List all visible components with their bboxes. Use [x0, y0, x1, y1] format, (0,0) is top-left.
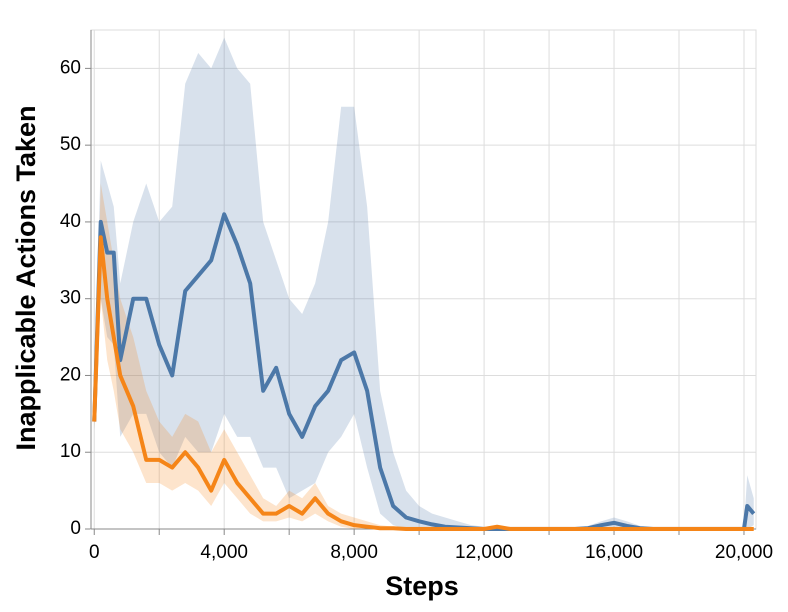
x-tick-label: 20,000 — [715, 542, 773, 563]
series-line — [92, 235, 754, 531]
y-tick-label: 50 — [60, 134, 81, 155]
y-tick-label: 60 — [60, 57, 81, 78]
y-tick-label: 30 — [60, 288, 81, 309]
x-tick-label: 0 — [89, 542, 100, 563]
x-axis-label: Steps — [385, 571, 459, 601]
confidence-band — [94, 37, 754, 530]
x-tick-label: 12,000 — [455, 542, 513, 563]
y-tick-label: 20 — [60, 364, 81, 385]
y-tick-label: 10 — [60, 441, 81, 462]
y-axis-label: Inapplicable Actions Taken — [11, 105, 41, 450]
x-tick-label: 8,000 — [330, 542, 378, 563]
x-tick-label: 16,000 — [585, 542, 643, 563]
y-tick-label: 40 — [60, 211, 81, 232]
y-tick-label: 0 — [70, 518, 81, 539]
x-tick-label: 4,000 — [200, 542, 248, 563]
